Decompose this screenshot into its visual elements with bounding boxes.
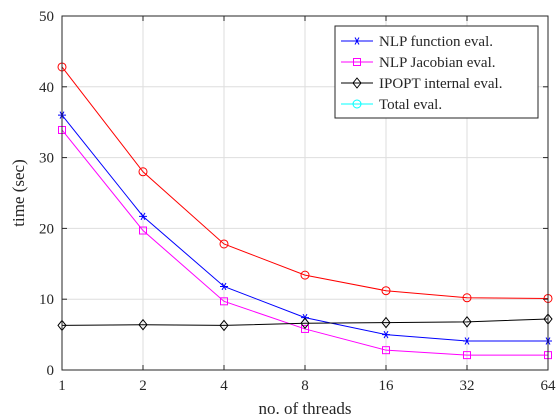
data-point: [382, 330, 390, 339]
data-point: [381, 286, 391, 296]
data-point: [301, 324, 309, 333]
y-tick-label: 30: [39, 151, 54, 167]
series-2: [57, 313, 553, 332]
data-point: [300, 270, 310, 280]
legend-label: Total eval.: [379, 97, 442, 113]
data-point: [381, 316, 391, 329]
x-tick-label: 16: [379, 378, 395, 394]
data-point: [220, 297, 228, 306]
legend: NLP function eval. NLP Jacobian eval. IPOP…: [334, 25, 539, 119]
data-point: [220, 282, 228, 291]
data-point: [462, 293, 472, 303]
data-point: [219, 239, 229, 249]
y-tick-label: 40: [39, 80, 54, 96]
legend-item: NLP Jacobian eval.: [341, 55, 496, 71]
series-layer: [57, 62, 553, 360]
series-line: [61, 318, 549, 326]
legend-label: IPOPT internal eval.: [379, 76, 502, 92]
x-tick-label: 64: [541, 378, 557, 394]
data-point: [463, 337, 471, 345]
series-line: [61, 66, 549, 299]
data-point: [463, 351, 471, 360]
legend-marker: [353, 37, 361, 45]
legend-label: NLP function eval.: [379, 34, 493, 50]
data-point: [138, 318, 148, 331]
legend-item: IPOPT internal eval.: [341, 76, 502, 92]
legend-marker: [353, 58, 361, 66]
data-point: [219, 319, 229, 332]
data-point: [139, 212, 147, 221]
axis-ticks: 1 2 4 8 16 32 64 0 10 20 30 40 50: [39, 9, 556, 394]
y-tick-label: 20: [39, 221, 54, 237]
legend-marker: [352, 77, 362, 89]
x-tick-label: 1: [58, 378, 66, 394]
legend-marker: [352, 99, 362, 109]
x-tick-label: 4: [220, 378, 228, 394]
x-tick-label: 8: [301, 378, 309, 394]
data-point: [139, 226, 147, 235]
y-axis-label: time (sec): [9, 159, 28, 227]
legend-label: NLP Jacobian eval.: [379, 55, 496, 71]
y-tick-label: 10: [39, 292, 54, 308]
y-tick-label: 0: [47, 363, 55, 379]
series-4: [57, 62, 553, 303]
y-tick-label: 50: [39, 9, 54, 25]
x-tick-label: 2: [139, 378, 147, 394]
legend-item: Total eval.: [341, 97, 442, 113]
data-point: [462, 316, 472, 328]
data-point: [300, 317, 310, 330]
legend-item: NLP function eval.: [341, 34, 493, 50]
data-point: [138, 167, 148, 177]
x-axis-label: no. of threads: [258, 399, 351, 418]
data-point: [382, 346, 390, 355]
x-tick-label: 32: [460, 378, 475, 394]
